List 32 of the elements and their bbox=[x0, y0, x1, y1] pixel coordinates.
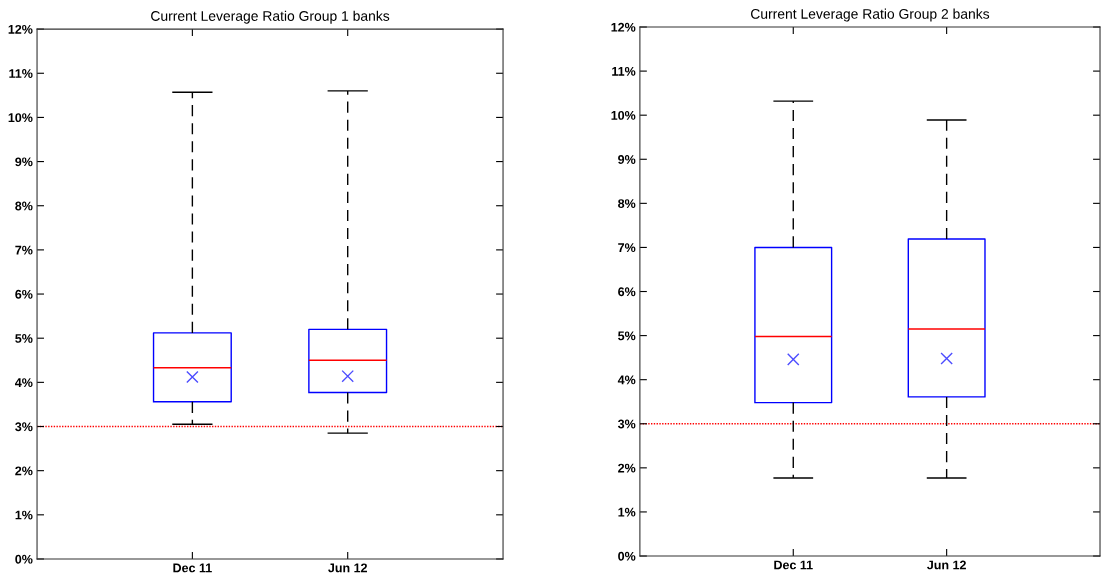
x-tick-label: Jun 12 bbox=[328, 563, 368, 573]
x-tick-label: Dec 11 bbox=[173, 563, 212, 573]
y-tick-label: 2% bbox=[618, 463, 636, 473]
y-tick-label: 2% bbox=[15, 466, 33, 476]
y-tick-label: 12% bbox=[8, 24, 33, 34]
y-tick-label: 9% bbox=[15, 157, 33, 167]
y-tick-label: 5% bbox=[618, 331, 636, 341]
y-tick-label: 12% bbox=[611, 22, 636, 32]
y-tick-label: 6% bbox=[15, 289, 33, 299]
chart-title: Current Leverage Ratio Group 2 banks bbox=[751, 8, 990, 22]
y-tick-label: 0% bbox=[618, 551, 636, 561]
y-tick-label: 6% bbox=[618, 287, 636, 297]
y-tick-label: 1% bbox=[15, 510, 33, 520]
y-tick-label: 7% bbox=[618, 243, 636, 253]
y-tick-label: 0% bbox=[15, 554, 33, 564]
y-tick-label: 10% bbox=[8, 113, 33, 123]
y-tick-label: 10% bbox=[611, 110, 636, 120]
y-tick-label: 3% bbox=[15, 422, 33, 432]
y-tick-label: 8% bbox=[15, 201, 33, 211]
y-tick-label: 1% bbox=[618, 507, 636, 517]
y-tick-label: 8% bbox=[618, 199, 636, 208]
x-tick-label: Dec 11 bbox=[774, 560, 813, 570]
y-tick-label: 4% bbox=[617, 375, 636, 385]
y-tick-label: 11% bbox=[612, 66, 636, 76]
y-tick-label: 3% bbox=[617, 419, 636, 429]
x-tick-label: Jun 12 bbox=[927, 560, 966, 570]
y-tick-label: 5% bbox=[15, 334, 33, 343]
chart-title: Current Leverage Ratio Group 1 banks bbox=[151, 10, 390, 24]
y-tick-label: 11% bbox=[9, 69, 33, 78]
y-tick-label: 7% bbox=[15, 245, 33, 255]
y-tick-label: 9% bbox=[618, 155, 636, 164]
y-tick-label: 4% bbox=[15, 378, 33, 387]
